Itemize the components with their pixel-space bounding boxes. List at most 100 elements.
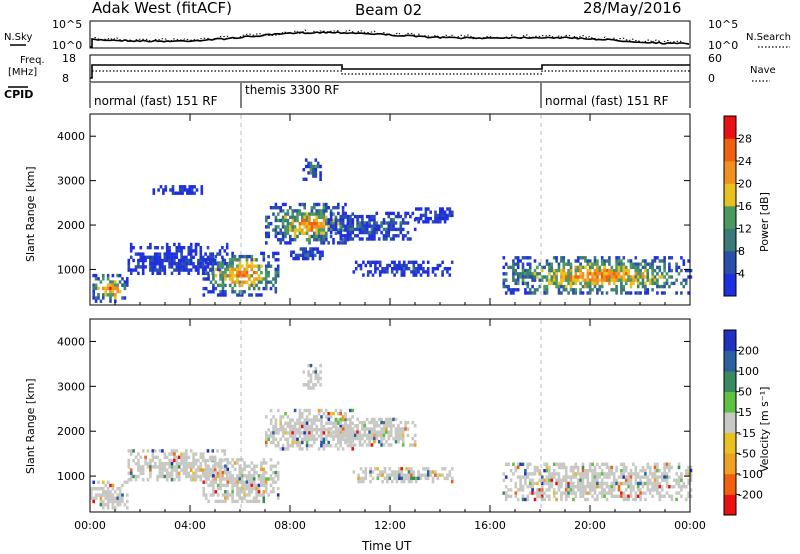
time-xtick-2: 04:00 (174, 519, 206, 532)
time-axis-label: Time UT (361, 539, 412, 553)
power-ylabel: Slant Range [km] (24, 166, 37, 262)
velocity-echo-region-6 (327, 417, 417, 447)
power-echo-region-9 (352, 260, 454, 277)
freq-panel: Freq. [MHz] 18 8 60 0 Nave (8, 52, 776, 85)
power-echo-region-4 (152, 185, 204, 195)
nsearch-series (91, 29, 690, 45)
station-title: Adak West (fitACF) (92, 0, 232, 17)
velocity-echo-cells (90, 363, 693, 510)
power-echo-cells (92, 158, 693, 303)
power-colorbar-swatch-3 (724, 228, 736, 252)
velocity-panel: 4000 3000 2000 1000 00:00 04:00 08:00 12:00 16:… (24, 318, 771, 553)
power-ytick-4: 1000 (57, 263, 85, 276)
velocity-colorbar-tick-1: 200 (738, 345, 759, 358)
velocity-colorbar: 200 100 50 15 -15 -50 -100 -200 (723, 329, 763, 516)
power-panel: 4000 3000 2000 1000 Slant Range [km] 28 24 20… (24, 113, 771, 306)
power-colorbar-swatch-5 (724, 183, 736, 207)
power-ytick-2: 3000 (57, 175, 85, 188)
nsky-panel: N.Sky 10^5 10^0 10^5 10^0 N.Search (4, 18, 791, 52)
power-y-ticks: 4000 3000 2000 1000 (57, 130, 690, 276)
nsky-label: N.Sky (4, 32, 32, 43)
velocity-colorbar-tick-2: 100 (738, 365, 759, 378)
velocity-ytick-3: 2000 (57, 425, 85, 438)
velocity-echo-region-2 (127, 449, 229, 482)
velocity-colorbar-tick-7: -100 (738, 468, 763, 481)
time-x-ticks: 00:00 04:00 08:00 12:00 16:00 20:00 00:00 (74, 319, 706, 532)
time-xtick-4: 12:00 (374, 519, 406, 532)
velocity-echo-region-3 (202, 458, 280, 504)
cpid-segment-3: normal (fast) 151 RF (545, 94, 669, 108)
time-xtick-7: 00:00 (674, 519, 706, 532)
power-echo-region-8 (327, 211, 417, 241)
velocity-colorbar-swatch-8 (724, 350, 736, 372)
velocity-colorbar-swatch-9 (724, 330, 736, 351)
power-ytick-3: 2000 (57, 219, 85, 232)
velocity-echo-region-7 (352, 467, 454, 484)
velocity-echo-region-1 (90, 480, 129, 510)
freq-tick-bottom: 8 (62, 72, 69, 85)
power-echo-region-6 (290, 247, 324, 261)
power-colorbar-swatch-8 (724, 116, 736, 139)
velocity-ytick-1: 4000 (57, 335, 85, 348)
velocity-colorbar-swatch-5 (724, 412, 736, 434)
power-colorbar-tick-5: 12 (738, 223, 752, 236)
power-colorbar-tick-3: 20 (738, 178, 752, 191)
time-xtick-3: 08:00 (274, 519, 306, 532)
velocity-colorbar-swatch-3 (724, 453, 736, 475)
cpid-strip: CPID normal (fast) 151 RF themis 3300 RF… (4, 83, 691, 108)
velocity-colorbar-swatch-6 (724, 391, 736, 413)
time-xtick-5: 16:00 (474, 519, 506, 532)
power-colorbar: 28 24 20 16 12 8 4 (723, 115, 752, 297)
freq-unit-label: [MHz] (8, 67, 37, 78)
velocity-ytick-2: 3000 (57, 380, 85, 393)
power-echo-region-1 (92, 273, 129, 303)
velocity-colorbar-swatch-7 (724, 371, 736, 392)
nave-tick-bottom: 0 (708, 72, 715, 85)
velocity-colorbar-label: Velocity [m s⁻¹] (758, 387, 771, 472)
velocity-colorbar-tick-5: -15 (738, 427, 756, 440)
velocity-colorbar-tick-6: -50 (738, 447, 756, 460)
power-ytick-1: 4000 (57, 130, 85, 143)
velocity-ylabel: Slant Range [km] (24, 378, 37, 474)
power-echo-region-11 (502, 256, 693, 295)
power-colorbar-swatch-7 (724, 138, 736, 162)
nave-label: Nave (750, 65, 776, 76)
nsky-series (90, 31, 690, 48)
velocity-colorbar-tick-8: -200 (738, 488, 763, 501)
power-colorbar-tick-7: 4 (738, 268, 745, 281)
nsearch-tick-top: 10^5 (708, 18, 738, 31)
power-colorbar-tick-6: 8 (738, 245, 745, 258)
velocity-colorbar-swatch-2 (724, 473, 736, 495)
velocity-colorbar-swatch-4 (724, 432, 736, 454)
nsky-tick-top: 10^5 (52, 18, 82, 31)
cpid-segment-2: themis 3300 RF (245, 83, 339, 97)
cpid-segment-1: normal (fast) 151 RF (94, 94, 218, 108)
power-echo-region-10 (415, 207, 454, 224)
velocity-colorbar-swatch-1 (724, 494, 736, 516)
nave-series (92, 70, 690, 75)
power-colorbar-swatch-6 (724, 161, 736, 184)
velocity-y-ticks: 4000 3000 2000 1000 (57, 335, 690, 483)
power-colorbar-swatch-4 (724, 206, 736, 229)
power-colorbar-tick-2: 24 (738, 155, 752, 168)
power-colorbar-swatch-2 (724, 251, 736, 274)
velocity-echo-region-5 (302, 363, 322, 390)
velocity-ytick-4: 1000 (57, 470, 85, 483)
nsky-tick-bottom: 10^0 (52, 39, 82, 52)
cpid-label: CPID (4, 88, 33, 101)
velocity-colorbar-tick-3: 50 (738, 386, 752, 399)
nave-tick-top: 60 (708, 52, 722, 65)
power-colorbar-tick-1: 28 (738, 133, 752, 146)
power-colorbar-tick-4: 16 (738, 200, 752, 213)
beam-label: Beam 02 (355, 1, 422, 19)
time-xtick-1: 00:00 (74, 519, 106, 532)
velocity-echo-region-8 (502, 462, 693, 502)
freq-tick-top: 18 (62, 52, 76, 65)
time-xtick-6: 20:00 (574, 519, 606, 532)
velocity-colorbar-tick-4: 15 (738, 406, 752, 419)
freq-series (90, 64, 690, 79)
power-colorbar-swatch-1 (724, 273, 736, 297)
power-colorbar-label: Power [dB] (758, 192, 771, 252)
power-echo-region-7 (302, 158, 322, 181)
